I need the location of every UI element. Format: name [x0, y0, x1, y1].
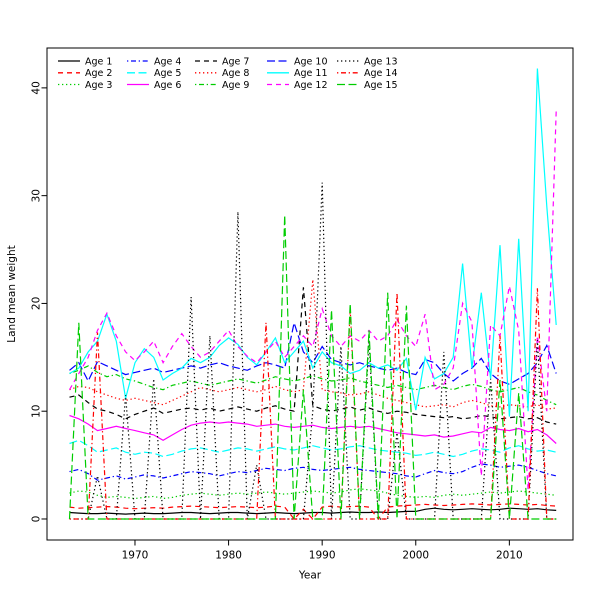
legend-item-age-13: Age 13: [337, 56, 397, 67]
legend-item-age-14: Age 14: [337, 68, 397, 79]
x-tick-label: 2000: [402, 550, 429, 562]
legend-item-age-12: Age 12: [267, 80, 327, 91]
legend-item-age-3: Age 3: [58, 80, 112, 91]
series-line-age-2: [69, 503, 557, 520]
y-axis: 0 10 20 30 40: [31, 81, 47, 523]
legend-item-age-6: Age 6: [127, 80, 181, 91]
x-tick-label: 1980: [215, 550, 242, 562]
x-axis: 1970 1980 1990 2000 2010: [122, 540, 523, 562]
series-line-age-6: [69, 414, 557, 444]
legend-item-age-15: Age 15: [337, 80, 397, 91]
legend-item-age-4: Age 4: [127, 56, 181, 67]
legend-label: Age 7: [222, 56, 249, 67]
legend-label: Age 10: [294, 56, 327, 67]
series-line-age-4: [69, 463, 557, 481]
series-line-age-11: [69, 68, 557, 417]
legend-item-age-5: Age 5: [127, 68, 181, 79]
y-tick-label: 0: [31, 516, 43, 523]
series-line-age-15: [68, 215, 557, 520]
legend-label: Age 14: [364, 68, 397, 79]
legend-item-age-1: Age 1: [58, 56, 112, 67]
legend-item-age-8: Age 8: [195, 68, 249, 79]
series-line-age-10: [69, 320, 557, 385]
legend-label: Age 5: [154, 68, 181, 79]
legend-label: Age 6: [154, 80, 181, 91]
plot-border: [46, 47, 574, 541]
y-axis-title: Land mean weight: [6, 245, 18, 342]
legend-item-age-9: Age 9: [195, 80, 249, 91]
legend-label: Age 4: [154, 56, 181, 67]
legend-label: Age 2: [85, 68, 112, 79]
y-tick-label: 30: [31, 189, 43, 202]
series-line-age-7: [69, 287, 557, 425]
x-tick-label: 1990: [309, 550, 336, 562]
legend-label: Age 12: [294, 80, 327, 91]
legend-label: Age 3: [85, 80, 112, 91]
legend-item-age-2: Age 2: [58, 68, 112, 79]
x-tick-label: 1970: [122, 550, 149, 562]
series-line-age-12: [68, 110, 557, 490]
y-tick-label: 40: [31, 81, 43, 94]
y-tick-label: 10: [31, 405, 43, 418]
x-axis-title: Year: [298, 570, 322, 582]
legend-item-age-7: Age 7: [195, 56, 249, 67]
series-line-age-5: [69, 439, 557, 458]
series-line-age-9: [69, 365, 557, 406]
x-tick-label: 2010: [496, 550, 523, 562]
series-line-age-13: [69, 182, 557, 520]
legend-label: Age 11: [294, 68, 327, 79]
legend-label: Age 1: [85, 56, 112, 67]
legend-label: Age 15: [364, 80, 397, 91]
y-tick-label: 20: [31, 297, 43, 310]
series-line-age-8: [69, 279, 557, 410]
legend-label: Age 13: [364, 56, 397, 67]
legend-label: Age 8: [222, 68, 249, 79]
legend-item-age-11: Age 11: [267, 68, 327, 79]
series-lines: [68, 68, 557, 520]
legend-label: Age 9: [222, 80, 249, 91]
legend-item-age-10: Age 10: [267, 56, 327, 67]
